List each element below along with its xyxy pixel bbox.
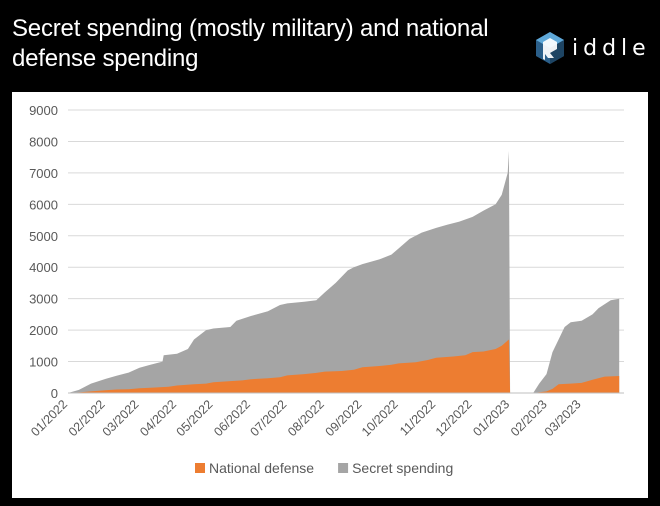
y-tick-label: 1000 [29,355,58,370]
chart-areas [68,150,624,394]
x-tick-label: 11/2022 [397,397,438,438]
riddle-cube-logo-icon [536,32,564,64]
y-tick-label: 0 [51,386,58,401]
legend-label: National defense [209,460,314,476]
y-tick-label: 2000 [29,323,58,338]
y-axis-ticks: 0 1000 2000 3000 4000 5000 6000 7000 8000 9000 [29,103,58,401]
x-tick-label: 04/2022 [137,397,179,439]
y-tick-label: 7000 [29,166,58,181]
logo-text: iddle [572,35,651,61]
y-tick-label: 3000 [29,292,58,307]
x-tick-label: 07/2022 [248,397,290,439]
x-tick-label: 02/2022 [66,397,108,439]
legend: National defense Secret spending [195,460,453,476]
y-tick-label: 4000 [29,260,58,275]
legend-swatch [338,463,349,473]
series-area-secret-spending [68,150,620,393]
x-tick-label: 02/2023 [508,397,550,439]
x-tick-label: 01/2022 [28,397,70,439]
x-tick-label: 03/2022 [100,397,142,439]
x-tick-label: 08/2022 [285,397,327,439]
area-chart: 0 1000 2000 3000 4000 5000 6000 7000 8000 9000 01… [28,103,624,476]
riddle-logo: iddle [534,30,651,66]
x-tick-label: 09/2022 [323,397,365,439]
y-tick-label: 5000 [29,229,58,244]
x-tick-label: 06/2022 [211,397,253,439]
x-tick-label: 05/2022 [174,397,216,439]
y-tick-label: 6000 [29,197,58,212]
chart-title: Secret spending (mostly military) and na… [12,15,489,72]
series-area-national-defense [68,339,620,393]
legend-swatch [195,463,205,473]
y-tick-label: 8000 [29,134,58,149]
x-tick-label: 01/2023 [470,397,512,439]
y-tick-label: 9000 [29,103,58,118]
chart-panel: 0 1000 2000 3000 4000 5000 6000 7000 8000 9000 01… [12,92,648,498]
x-tick-label: 10/2022 [359,397,401,439]
x-tick-label: 12/2022 [433,397,475,439]
x-axis-ticks: 01/202202/202203/202204/202205/202206/20… [28,397,583,439]
x-tick-label: 03/2023 [542,397,584,439]
legend-label: Secret spending [352,460,453,476]
